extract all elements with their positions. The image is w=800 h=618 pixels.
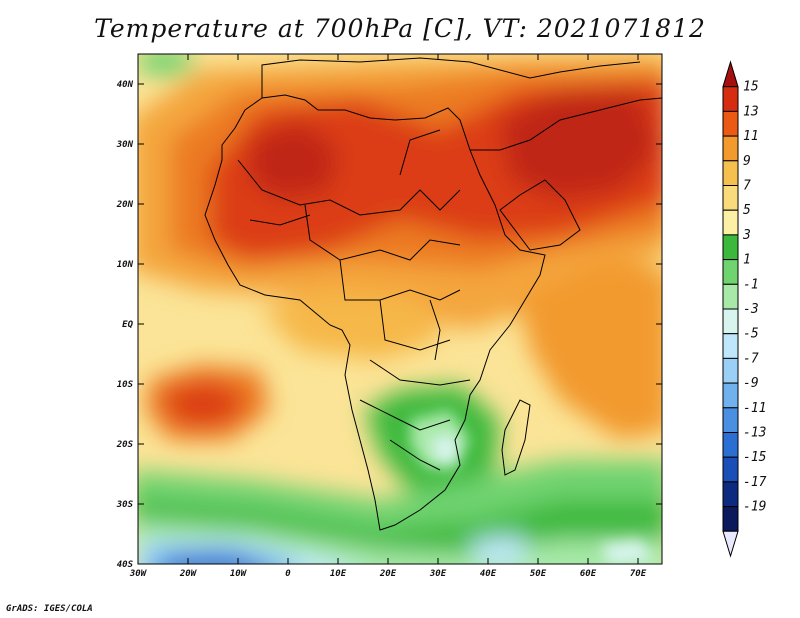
colorbar-label: -15 xyxy=(743,450,767,465)
coastlines xyxy=(204,57,662,531)
colorbar-label: 15 xyxy=(743,80,759,95)
colorbar-segment xyxy=(722,209,739,236)
colorbar-label: 7 xyxy=(743,179,751,194)
colorbar-label: -1 xyxy=(743,277,759,292)
lon-label: 60E xyxy=(580,569,597,579)
longitude-labels: 30W 20W 10W 0 10E 20E 30E 40E 50E 60E 70E xyxy=(129,569,647,579)
credit-text: GrADS: IGES/COLA xyxy=(6,604,93,614)
colorbar-segment xyxy=(722,357,739,384)
colorbar-label: -9 xyxy=(743,376,759,391)
lon-label: 30W xyxy=(129,569,148,579)
colorbar-segment xyxy=(722,160,739,187)
colorbar-label: -11 xyxy=(743,401,766,416)
colorbar-label: -17 xyxy=(743,475,767,490)
latitude-labels: 40N 30N 20N 10N EQ 10S 20S 30S 40S xyxy=(116,80,134,570)
lat-label: 40N xyxy=(117,80,134,90)
colorbar-label: 5 xyxy=(743,203,751,218)
colorbar-segment xyxy=(722,481,739,508)
colorbar-label: 11 xyxy=(743,129,759,144)
colorbar-segment xyxy=(722,60,739,88)
colorbar-segment xyxy=(722,234,739,261)
colorbar-label: 1 xyxy=(743,253,751,268)
colorbar-segment xyxy=(722,259,739,285)
colorbar-segment xyxy=(722,110,739,137)
lat-label: 30S xyxy=(116,500,134,510)
axis-ticks xyxy=(137,54,662,565)
colorbar-segment xyxy=(722,283,739,310)
lon-label: 10W xyxy=(230,569,248,579)
lon-label: 0 xyxy=(285,569,291,579)
lat-label: 10N xyxy=(117,260,134,270)
lon-label: 70E xyxy=(630,569,647,579)
colorbar-segment xyxy=(722,530,739,558)
colorbar-segment xyxy=(722,333,739,359)
colorbar-segment xyxy=(722,308,739,335)
colorbar-segment xyxy=(722,382,739,409)
colorbar-segment xyxy=(722,506,739,532)
lat-label: 10S xyxy=(117,380,134,390)
lat-label: 20N xyxy=(116,200,134,210)
lat-label: 20S xyxy=(116,440,134,450)
colorbar-segment xyxy=(722,432,739,458)
chart-title: Temperature at 700hPa [C], VT: 202107181… xyxy=(94,14,706,43)
colorbar-label: 13 xyxy=(743,104,759,119)
lon-label: 20E xyxy=(379,569,397,579)
colorbar-label: -7 xyxy=(743,351,759,366)
lat-label: 30N xyxy=(116,140,134,150)
colorbar-segment xyxy=(722,135,739,162)
colorbar-label: -19 xyxy=(743,500,766,515)
colorbar-label: 9 xyxy=(743,154,751,169)
colorbar-label: -13 xyxy=(743,426,766,441)
map-frame xyxy=(137,53,663,565)
colorbar-segment xyxy=(722,407,739,433)
lat-label: EQ xyxy=(122,320,133,330)
lon-label: 10E xyxy=(330,569,347,579)
colorbar-segment xyxy=(722,185,739,211)
lon-label: 20W xyxy=(179,569,198,579)
lon-label: 40E xyxy=(480,569,497,579)
colorbar-segment xyxy=(722,86,739,112)
lon-label: 50E xyxy=(530,569,547,579)
colorbar-segment xyxy=(722,456,739,483)
colorbar-label: 3 xyxy=(742,228,751,243)
colorbar-label: -3 xyxy=(743,302,759,317)
lat-label: 40S xyxy=(117,560,134,570)
colorbar-label: -5 xyxy=(743,327,759,342)
colorbar: 15 13 11 9 7 5 3 1 -1 -3 -5 -7 -9 -11 -13 -15 -17 -19 xyxy=(722,60,767,558)
lon-label: 30E xyxy=(429,569,447,579)
temperature-field xyxy=(138,54,662,564)
